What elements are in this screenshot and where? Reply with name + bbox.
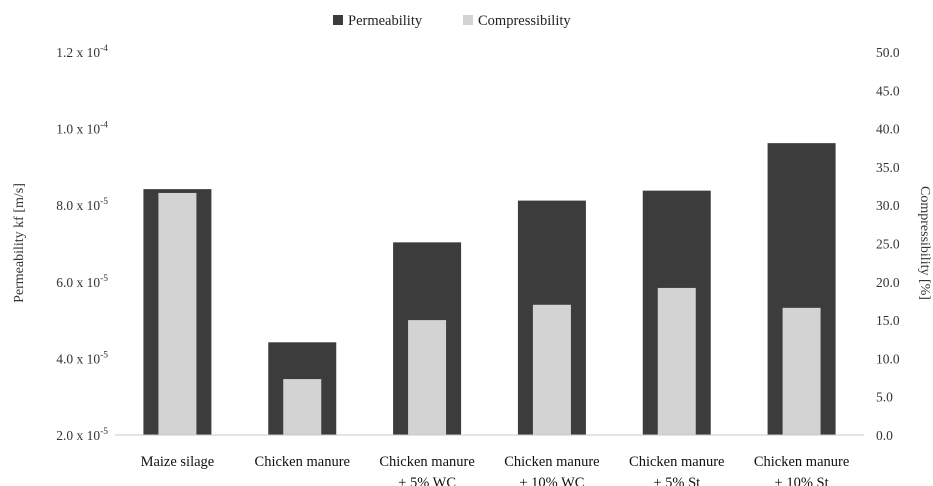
category-label: Chicken manure	[629, 454, 724, 470]
bars	[143, 143, 836, 436]
right-tick-label: 30.0	[876, 198, 900, 213]
category-label: Chicken manure	[379, 454, 474, 470]
right-tick-label: 15.0	[876, 313, 900, 328]
category-label: Chicken manure	[754, 454, 849, 470]
compressibility-bar	[532, 304, 571, 435]
right-tick-label: 10.0	[876, 351, 900, 366]
legend-swatch	[463, 15, 473, 25]
left-tick-label: 1.2 x 10-4	[56, 44, 108, 60]
legend-swatch	[333, 15, 343, 25]
category-label: + 10% St	[775, 475, 829, 486]
right-tick-label: 50.0	[876, 45, 900, 60]
compressibility-bar	[782, 307, 821, 435]
left-y-axis: 2.0 x 10-5 4.0 x 10-5 6.0 x 10-5 8.0 x 10-5…	[56, 44, 108, 443]
left-tick-label: 8.0 x 10-5	[56, 197, 108, 213]
right-axis-title: Compressibility [%]	[917, 186, 932, 300]
right-tick-label: 0.0	[876, 428, 893, 443]
compressibility-bar	[657, 287, 696, 435]
compressibility-bar	[158, 192, 197, 435]
legend-label: Compressibility	[478, 13, 571, 29]
category-label: Chicken manure	[255, 454, 350, 470]
right-tick-label: 35.0	[876, 160, 900, 175]
category-label: + 10% WC	[519, 475, 584, 486]
category-label: Maize silage	[141, 454, 215, 470]
left-tick-label: 4.0 x 10-5	[56, 350, 108, 366]
left-axis-title: Permeability kf [m/s]	[12, 183, 27, 303]
compressibility-bar	[283, 379, 322, 435]
left-tick-label: 1.0 x 10-4	[56, 121, 108, 137]
right-y-axis: 0.0 5.0 10.0 15.0 20.0 25.0 30.0 35.0 40.0 45.0 50…	[876, 45, 900, 443]
legend: Permeability Compressibility	[333, 13, 571, 29]
category-label: Chicken manure	[504, 454, 599, 470]
right-tick-label: 40.0	[876, 122, 900, 137]
left-tick-label: 2.0 x 10-5	[56, 427, 108, 443]
x-axis: Maize silage Chicken manure Chicken manure…	[141, 454, 850, 486]
left-tick-label: 6.0 x 10-5	[56, 274, 108, 290]
category-label: + 5% WC	[398, 475, 456, 486]
right-tick-label: 20.0	[876, 275, 900, 290]
right-tick-label: 25.0	[876, 237, 900, 252]
legend-label: Permeability	[348, 13, 423, 29]
compressibility-bar	[408, 320, 447, 435]
right-tick-label: 45.0	[876, 83, 900, 98]
right-tick-label: 5.0	[876, 390, 893, 405]
category-label: + 5% St	[653, 475, 700, 486]
